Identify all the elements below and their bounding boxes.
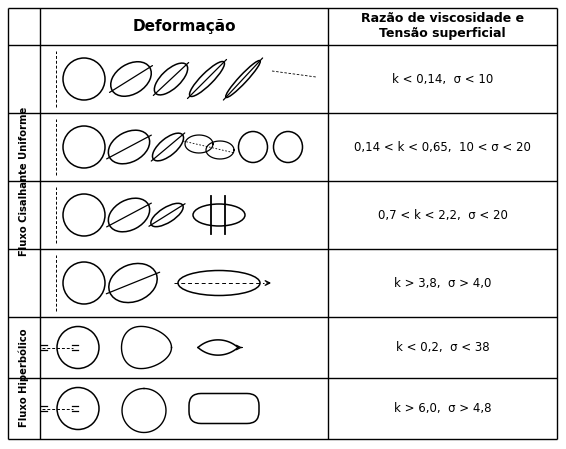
Text: k > 6,0,  σ > 4,8: k > 6,0, σ > 4,8: [394, 402, 491, 415]
Text: Deformação: Deformação: [132, 19, 236, 34]
Text: 0,14 < k < 0,65,  10 < σ < 20: 0,14 < k < 0,65, 10 < σ < 20: [354, 141, 531, 154]
Text: 0,7 < k < 2,2,  σ < 20: 0,7 < k < 2,2, σ < 20: [378, 208, 508, 221]
Text: Fluxo Cisalhante Uniforme: Fluxo Cisalhante Uniforme: [19, 106, 29, 255]
Text: Razão de viscosidade e
Tensão superficial: Razão de viscosidade e Tensão superficia…: [361, 13, 524, 40]
Text: k > 3,8,  σ > 4,0: k > 3,8, σ > 4,0: [394, 277, 491, 290]
Text: Fluxo Hiperbólico: Fluxo Hiperbólico: [19, 329, 29, 427]
Text: k < 0,14,  σ < 10: k < 0,14, σ < 10: [392, 72, 493, 85]
Text: k < 0,2,  σ < 38: k < 0,2, σ < 38: [396, 341, 490, 354]
